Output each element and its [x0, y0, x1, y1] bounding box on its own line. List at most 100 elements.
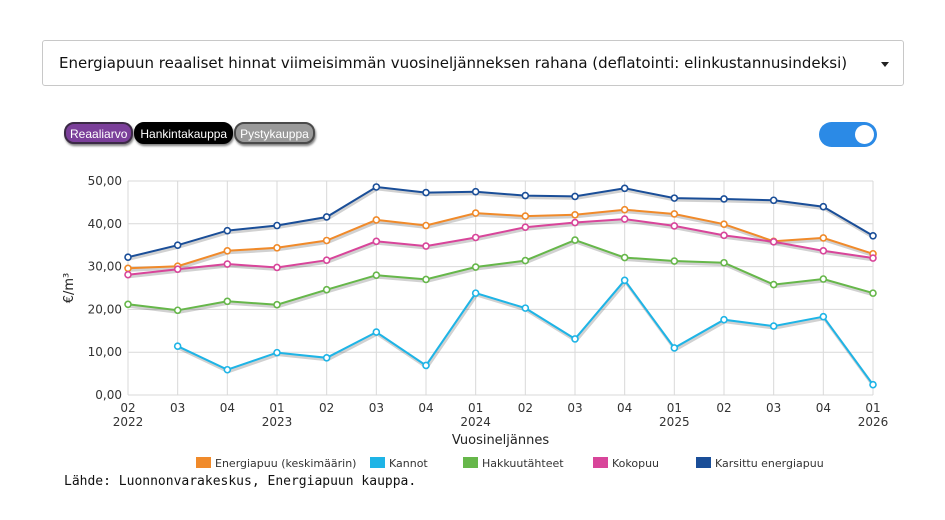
pill-pystykauppa[interactable]: Pystykauppa [234, 122, 315, 144]
data-point [670, 194, 679, 202]
data-point [471, 233, 480, 242]
legend-label: Hakkuutähteet [482, 457, 564, 470]
chevron-down-icon [881, 62, 889, 67]
data-point [521, 191, 530, 200]
x-tick-label: 01 [269, 401, 284, 415]
data-point [720, 220, 728, 229]
x-tick-label: 02 [716, 401, 731, 415]
pill-hankintakauppa[interactable]: Hankintakauppa [134, 122, 234, 144]
data-point [223, 226, 232, 235]
data-point [471, 289, 480, 297]
data-point [670, 222, 679, 230]
data-point [769, 322, 778, 330]
data-point [273, 243, 281, 252]
data-point [223, 297, 232, 306]
chart-selector-dropdown[interactable]: Energiapuun reaaliset hinnat viimeisimmä… [42, 40, 904, 86]
data-point [372, 271, 381, 279]
data-point [571, 218, 579, 227]
data-point [223, 365, 232, 374]
data-point [670, 210, 679, 218]
x-year-label: 2026 [858, 415, 889, 429]
data-point [720, 315, 728, 324]
legend-label: Kokopuu [612, 457, 659, 470]
data-point [769, 237, 778, 246]
data-point [173, 265, 182, 273]
x-year-label: 2022 [113, 415, 144, 429]
data-point [322, 213, 331, 221]
legend-swatch [593, 457, 608, 468]
data-point [322, 353, 331, 362]
source-note: Lähde: Luonnonvarakeskus, Energiapuun ka… [64, 474, 417, 489]
chart-selector-label: Energiapuun reaaliset hinnat viimeisimmä… [59, 54, 848, 72]
x-tick-label: 01 [468, 401, 483, 415]
data-point [869, 289, 877, 297]
legend-swatch [370, 457, 385, 468]
data-point [273, 263, 281, 272]
data-point [819, 312, 828, 321]
data-point [620, 253, 629, 262]
toggle-knob [855, 125, 874, 144]
data-point [869, 231, 877, 240]
x-tick-label: 04 [220, 401, 235, 415]
data-point [620, 184, 629, 193]
x-tick-label: 01 [865, 401, 880, 415]
data-point [322, 256, 331, 264]
data-point [471, 187, 480, 196]
data-point [124, 270, 132, 279]
data-point [372, 328, 381, 336]
y-tick-label: 10,00 [88, 345, 122, 359]
legend-label: Energiapuu (keskimäärin) [215, 457, 356, 470]
x-tick-label: 01 [667, 401, 682, 415]
series-shadow [128, 210, 875, 272]
x-year-label: 2023 [262, 415, 293, 429]
x-year-label: 2024 [460, 415, 491, 429]
data-point [422, 361, 430, 370]
data-point [471, 263, 480, 271]
data-point [571, 211, 579, 219]
data-point [720, 195, 728, 203]
data-point [769, 280, 778, 289]
x-tick-label: 04 [418, 401, 433, 415]
data-point [819, 234, 828, 242]
data-point [124, 264, 132, 273]
data-point [124, 300, 132, 309]
data-point [620, 276, 629, 285]
data-point [422, 188, 430, 197]
series-shadow [128, 219, 875, 279]
data-point [819, 275, 828, 283]
x-tick-label: 02 [120, 401, 135, 415]
y-tick-label: 30,00 [88, 260, 122, 274]
y-tick-label: 20,00 [88, 302, 122, 316]
filter-pills: Reaaliarvo Hankintakauppa Pystykauppa [64, 122, 315, 144]
x-tick-label: 03 [170, 401, 185, 415]
legend-swatch [696, 457, 711, 468]
series-shadow [128, 240, 875, 314]
data-point [720, 231, 728, 240]
data-point [223, 260, 232, 268]
legend-swatch [196, 457, 211, 468]
data-point [620, 215, 629, 223]
x-year-label: 2025 [659, 415, 690, 429]
series-shadow [128, 187, 875, 261]
data-point [521, 212, 530, 220]
x-tick-label: 02 [319, 401, 334, 415]
legend-swatch [463, 457, 478, 468]
data-point [819, 246, 828, 255]
data-point [422, 242, 430, 250]
data-point [471, 209, 480, 217]
data-point [422, 275, 430, 284]
data-point [372, 237, 381, 246]
legend-label: Kannot [389, 457, 428, 470]
data-point [521, 304, 530, 312]
x-axis-title: Vuosineljännes [452, 433, 549, 448]
view-toggle-switch[interactable] [819, 122, 877, 147]
x-tick-label: 03 [369, 401, 384, 415]
series-line [127, 218, 874, 276]
data-point [720, 258, 728, 267]
data-point [422, 221, 430, 230]
data-point [322, 285, 331, 294]
pill-reaaliarvo[interactable]: Reaaliarvo [64, 122, 134, 144]
series-line [127, 239, 874, 312]
data-point [273, 348, 281, 357]
